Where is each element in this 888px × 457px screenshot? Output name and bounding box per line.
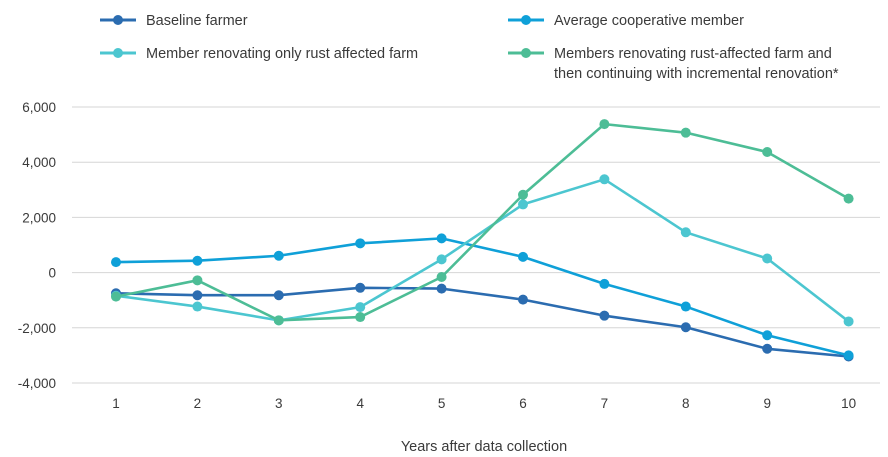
legend-item: Average cooperative member bbox=[508, 13, 744, 29]
data-point bbox=[192, 290, 203, 301]
y-tick-label: -2,000 bbox=[18, 321, 56, 336]
data-point bbox=[436, 254, 447, 265]
x-tick-label: 10 bbox=[841, 396, 856, 411]
legend-label: Baseline farmer bbox=[146, 13, 248, 29]
series-1 bbox=[111, 282, 854, 362]
data-point bbox=[273, 290, 284, 301]
legend-label: Average cooperative member bbox=[554, 13, 744, 29]
data-point bbox=[843, 193, 854, 204]
data-point bbox=[355, 312, 366, 323]
legend-swatch-marker bbox=[521, 15, 531, 25]
legend-swatch-marker bbox=[113, 48, 123, 58]
data-point bbox=[680, 227, 691, 238]
y-axis-ticks: -4,000 -2,000 0 2,000 4,000 6,000 bbox=[18, 100, 56, 391]
x-tick-label: 6 bbox=[519, 396, 527, 411]
x-tick-label: 4 bbox=[356, 396, 364, 411]
legend-swatch-marker bbox=[521, 48, 531, 58]
legend-item: Baseline farmer bbox=[100, 13, 248, 29]
x-tick-label: 2 bbox=[194, 396, 202, 411]
data-point bbox=[273, 250, 284, 261]
data-point bbox=[111, 291, 121, 302]
y-tick-label: 6,000 bbox=[22, 100, 56, 115]
series-group bbox=[111, 119, 854, 362]
data-point bbox=[355, 282, 366, 293]
data-point bbox=[599, 174, 610, 185]
data-point bbox=[436, 233, 447, 244]
data-point bbox=[273, 315, 284, 326]
data-point bbox=[518, 189, 528, 200]
data-point bbox=[192, 255, 203, 266]
x-tick-label: 5 bbox=[438, 396, 446, 411]
series-line bbox=[115, 122, 850, 322]
data-point bbox=[599, 278, 610, 289]
series-line bbox=[115, 286, 849, 358]
series-line bbox=[115, 237, 849, 357]
x-tick-label: 3 bbox=[275, 396, 283, 411]
data-point bbox=[518, 294, 528, 305]
legend-item: Members renovating rust-affected farm an… bbox=[508, 46, 839, 82]
data-point bbox=[843, 350, 854, 361]
data-point bbox=[518, 251, 528, 262]
x-axis-ticks: 1 2 3 4 5 6 7 8 9 10 bbox=[112, 396, 856, 411]
legend: Baseline farmer Average cooperative membe… bbox=[100, 13, 839, 82]
legend-label: Members renovating rust-affected farm an… bbox=[554, 46, 832, 62]
series-line bbox=[115, 178, 850, 323]
data-point bbox=[680, 127, 691, 138]
data-point bbox=[518, 199, 528, 210]
y-tick-label: 2,000 bbox=[22, 210, 56, 225]
series-2 bbox=[111, 233, 854, 361]
data-point bbox=[436, 283, 447, 294]
data-point bbox=[762, 343, 773, 354]
data-point bbox=[599, 310, 610, 321]
legend-label: Member renovating only rust affected far… bbox=[146, 46, 418, 62]
data-point bbox=[762, 330, 773, 341]
data-point bbox=[192, 301, 203, 312]
legend-label: then continuing with incremental renovat… bbox=[554, 66, 839, 82]
data-point bbox=[762, 146, 773, 157]
data-point bbox=[680, 301, 691, 312]
series-4 bbox=[111, 119, 854, 326]
data-point bbox=[192, 275, 203, 286]
data-point bbox=[599, 119, 610, 130]
data-point bbox=[762, 253, 773, 264]
legend-item: Member renovating only rust affected far… bbox=[100, 46, 418, 62]
data-point bbox=[843, 316, 854, 327]
legend-swatch-marker bbox=[113, 15, 123, 25]
x-tick-label: 9 bbox=[763, 396, 771, 411]
data-point bbox=[111, 257, 121, 268]
x-axis-title: Years after data collection bbox=[401, 439, 567, 455]
y-tick-label: 4,000 bbox=[22, 155, 56, 170]
data-point bbox=[355, 238, 366, 249]
x-tick-label: 1 bbox=[112, 396, 120, 411]
data-point bbox=[355, 302, 366, 313]
series-3 bbox=[111, 174, 854, 327]
x-tick-label: 8 bbox=[682, 396, 690, 411]
y-tick-label: 0 bbox=[48, 266, 56, 281]
data-point bbox=[436, 272, 447, 283]
gridlines bbox=[72, 106, 880, 384]
x-tick-label: 7 bbox=[601, 396, 609, 411]
y-tick-label: -4,000 bbox=[18, 376, 56, 391]
data-point bbox=[680, 322, 691, 333]
